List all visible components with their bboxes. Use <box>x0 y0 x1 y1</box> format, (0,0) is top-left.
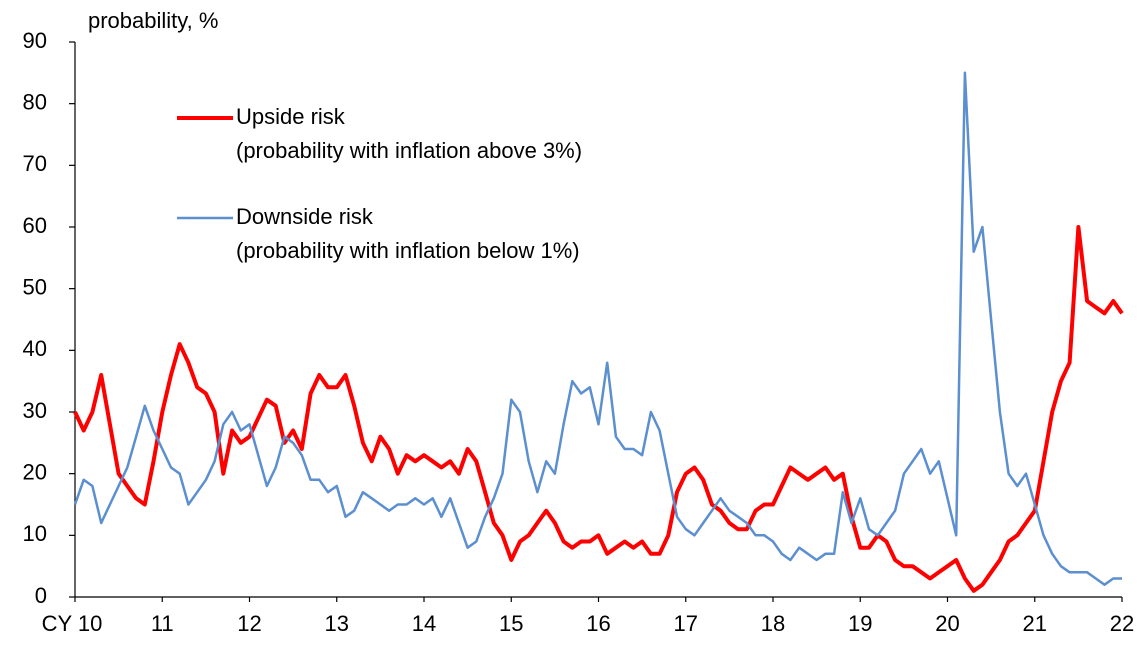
x-tick-label: 12 <box>237 611 261 636</box>
x-tick-label: 16 <box>586 611 610 636</box>
legend-note: (probability with inflation below 1%) <box>236 238 580 263</box>
y-axis-title: probability, % <box>88 8 218 33</box>
x-tick-label: 22 <box>1110 611 1134 636</box>
x-tick-label: 18 <box>761 611 785 636</box>
series-line <box>73 225 1124 593</box>
y-tick-label: 70 <box>23 151 47 176</box>
legend-note: (probability with inflation above 3%) <box>236 138 582 163</box>
series-line <box>73 71 1122 586</box>
legend-label: Downside risk <box>236 204 374 229</box>
x-tick-label: 11 <box>151 611 174 636</box>
x-tick-label: 19 <box>848 611 872 636</box>
x-tick-label: 13 <box>325 611 349 636</box>
y-tick-label: 0 <box>35 583 47 608</box>
x-tick-label: 17 <box>674 611 698 636</box>
y-tick-label: 30 <box>23 398 47 423</box>
y-tick-label: 90 <box>23 28 47 53</box>
x-tick-label: 15 <box>499 611 523 636</box>
legend-label: Upside risk <box>236 104 346 129</box>
y-tick-label: 60 <box>23 213 47 238</box>
y-tick-label: 40 <box>23 336 47 361</box>
x-tick-label: 21 <box>1023 611 1047 636</box>
x-tick-label: 14 <box>412 611 436 636</box>
x-tick-label: 20 <box>935 611 959 636</box>
y-tick-label: 10 <box>23 521 47 546</box>
y-tick-label: 20 <box>23 459 47 484</box>
x-tick-label: CY 10 <box>42 611 103 636</box>
y-tick-label: 50 <box>23 274 47 299</box>
y-tick-label: 80 <box>23 89 47 114</box>
